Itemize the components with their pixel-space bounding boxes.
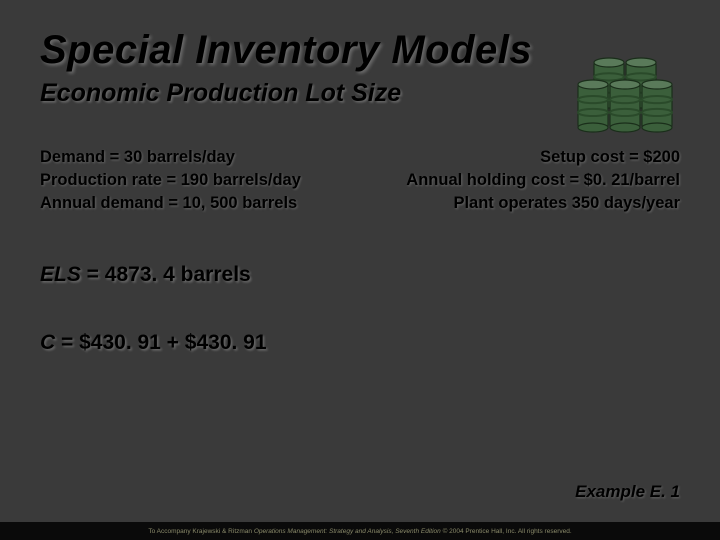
left-parameters: Demand = 30 barrels/day Production rate … [40,146,301,215]
param-demand: Demand = 30 barrels/day [40,146,301,169]
parameters-row: Demand = 30 barrels/day Production rate … [40,146,680,215]
cost-value: = $430. 91 + $430. 91 [55,331,266,354]
footer-text: To Accompany Krajewski & Ritzman Operati… [148,528,571,535]
param-setup-cost: Setup cost = $200 [406,146,680,169]
right-parameters: Setup cost = $200 Annual holding cost = … [406,146,680,215]
footer-bar: To Accompany Krajewski & Ritzman Operati… [0,522,720,540]
param-holding-cost: Annual holding cost = $0. 21/barrel [406,169,680,192]
param-annual-demand: Annual demand = 10, 500 barrels [40,192,301,215]
footer-book-title: Operations Management: Strategy and Anal… [254,528,441,535]
param-plant-days: Plant operates 350 days/year [406,192,680,215]
cost-var: C [40,331,55,354]
els-equation: ELS = 4873. 4 barrels [40,263,680,287]
footer-suffix: © 2004 Prentice Hall, Inc. All rights re… [441,528,572,535]
param-production-rate: Production rate = 190 barrels/day [40,169,301,192]
els-var: ELS [40,263,81,286]
cost-equation: C = $430. 91 + $430. 91 [40,331,680,355]
example-label: Example E. 1 [575,482,680,502]
barrels-icon [570,52,680,142]
els-value: = 4873. 4 barrels [81,263,251,286]
slide: Special Inventory Models Economic Produc… [0,0,720,540]
footer-prefix: To Accompany Krajewski & Ritzman [148,528,253,535]
